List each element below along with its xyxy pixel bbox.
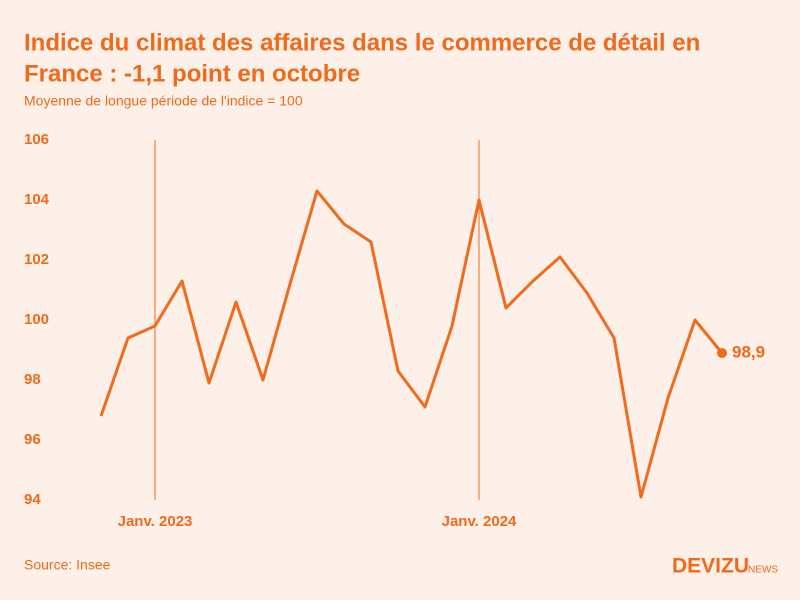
logo: DEVIZU [672,555,749,578]
line [99,189,724,499]
y-tick-label: 100 [24,311,49,328]
chart-subtitle: Moyenne de longue période de l'indice = … [24,93,303,109]
y-tick-label: 96 [24,431,41,448]
end-point [717,348,727,358]
source: Source: Insee [24,557,111,573]
x-tick-label: Janv. 2024 [442,513,517,530]
logo-suffix: NEWS [748,565,778,576]
y-tick-label: 98 [24,371,41,388]
y-tick-label: 102 [24,251,49,268]
y-tick-label: 106 [24,131,49,148]
chart-title: France : -1,1 point en octobre [24,60,360,87]
y-tick-label: 94 [24,491,41,508]
y-tick-label: 104 [24,191,50,208]
value-label: 98,9 [732,342,765,361]
chart-title: Indice du climat des affaires dans le co… [24,29,700,56]
x-tick-label: Janv. 2023 [118,513,193,530]
